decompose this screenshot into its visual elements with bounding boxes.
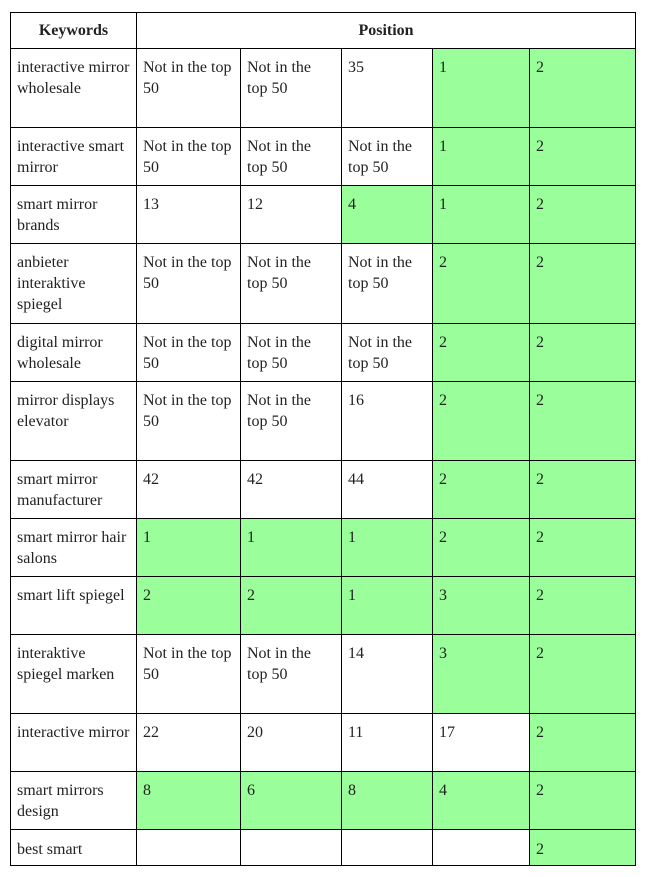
position-cell: Not in the top 50 xyxy=(240,381,342,461)
keyword-cell: smart lift spiegel xyxy=(10,576,137,635)
keyword-cell: interactive mirror xyxy=(10,713,137,772)
position-cell: Not in the top 50 xyxy=(136,48,241,128)
header-position: Position xyxy=(135,12,637,49)
position-cell: 2 xyxy=(240,576,342,635)
position-cell xyxy=(136,829,241,866)
keyword-cell: digital mirror wholesale xyxy=(10,323,137,382)
position-cell: 17 xyxy=(432,713,530,772)
position-cell: 1 xyxy=(341,576,433,635)
keyword-cell: mirror displays elevator xyxy=(10,381,137,461)
position-cell: 3 xyxy=(432,634,530,714)
position-cell xyxy=(432,829,530,866)
position-cell: 2 xyxy=(528,829,637,866)
position-cell: 8 xyxy=(136,771,241,830)
table-row: smart mirror hair salons 1 1 1 2 2 xyxy=(10,518,637,577)
position-cell: 2 xyxy=(136,576,241,635)
position-cell: Not in the top 50 xyxy=(341,323,433,382)
position-cell: 3 xyxy=(432,576,530,635)
table-row: interactive mirror 22 20 11 17 2 xyxy=(10,713,637,772)
position-cell: Not in the top 50 xyxy=(240,243,342,324)
position-cell: 2 xyxy=(528,323,637,382)
position-cell: 1 xyxy=(432,185,530,244)
position-cell: 1 xyxy=(136,518,241,577)
position-cell: 6 xyxy=(240,771,342,830)
position-cell: 1 xyxy=(341,518,433,577)
position-cell: Not in the top 50 xyxy=(240,323,342,382)
position-cell: Not in the top 50 xyxy=(341,243,433,324)
position-cell: 4 xyxy=(432,771,530,830)
position-cell: 2 xyxy=(528,381,637,461)
position-cell: Not in the top 50 xyxy=(240,48,342,128)
position-cell: 2 xyxy=(432,381,530,461)
position-cell: Not in the top 50 xyxy=(136,381,241,461)
position-cell: 44 xyxy=(341,460,433,519)
position-cell: 2 xyxy=(432,460,530,519)
position-cell: 2 xyxy=(528,127,637,186)
table-row: smart mirror brands 13 12 4 1 2 xyxy=(10,185,637,244)
keyword-cell: smart mirror hair salons xyxy=(10,518,137,577)
position-cell: 1 xyxy=(240,518,342,577)
table-row: interactive smart mirror Not in the top 5… xyxy=(10,127,637,186)
position-cell: Not in the top 50 xyxy=(136,127,241,186)
position-cell: 2 xyxy=(528,771,637,830)
table-row: mirror displays elevator Not in the top 5… xyxy=(10,381,637,461)
keyword-cell: smart mirror manufacturer xyxy=(10,460,137,519)
position-cell: 42 xyxy=(240,460,342,519)
keyword-cell: smart mirrors design xyxy=(10,771,137,830)
position-cell: 4 xyxy=(341,185,433,244)
position-cell: 35 xyxy=(341,48,433,128)
position-cell: 2 xyxy=(528,48,637,128)
position-cell: 42 xyxy=(136,460,241,519)
table-row: digital mirror wholesale Not in the top 5… xyxy=(10,323,637,382)
position-cell: 2 xyxy=(528,634,637,714)
keyword-cell: interactive mirror wholesale xyxy=(10,48,137,128)
position-cell: 2 xyxy=(528,460,637,519)
position-cell: 2 xyxy=(528,576,637,635)
position-cell: Not in the top 50 xyxy=(341,127,433,186)
table-row: smart mirrors design 8 6 8 4 2 xyxy=(10,771,637,830)
position-cell: 1 xyxy=(432,127,530,186)
position-cell xyxy=(341,829,433,866)
table-row: interaktive spiegel marken Not in the top… xyxy=(10,634,637,714)
position-cell: 20 xyxy=(240,713,342,772)
position-cell: Not in the top 50 xyxy=(136,323,241,382)
position-cell: 1 xyxy=(432,48,530,128)
position-cell: 2 xyxy=(528,713,637,772)
position-cell: Not in the top 50 xyxy=(136,634,241,714)
keyword-cell: interactive smart mirror xyxy=(10,127,137,186)
position-cell: 2 xyxy=(432,243,530,324)
keyword-cell: anbieter interaktive spiegel xyxy=(10,243,137,324)
table-row: smart lift spiegel 2 2 1 3 2 xyxy=(10,576,637,635)
position-cell: 11 xyxy=(341,713,433,772)
table-row: interactive mirror wholesale Not in the t… xyxy=(10,48,637,128)
position-cell: 16 xyxy=(341,381,433,461)
position-cell: Not in the top 50 xyxy=(240,127,342,186)
position-cell: 2 xyxy=(432,323,530,382)
keyword-cell: smart mirror brands xyxy=(10,185,137,244)
keyword-cell: best smart xyxy=(10,829,137,866)
position-cell: 8 xyxy=(341,771,433,830)
position-cell: 22 xyxy=(136,713,241,772)
position-cell: 2 xyxy=(528,518,637,577)
position-cell: 2 xyxy=(528,243,637,324)
position-cell: 2 xyxy=(432,518,530,577)
position-cell: Not in the top 50 xyxy=(240,634,342,714)
position-cell xyxy=(240,829,342,866)
position-cell: 13 xyxy=(136,185,241,244)
table-row: smart mirror manufacturer 42 42 44 2 2 xyxy=(10,460,637,519)
keyword-cell: interaktive spiegel marken xyxy=(10,634,137,714)
position-cell: 12 xyxy=(240,185,342,244)
header-keywords: Keywords xyxy=(10,12,137,49)
position-cell: Not in the top 50 xyxy=(136,243,241,324)
position-cell: 2 xyxy=(528,185,637,244)
keyword-position-table: Keywords Position interactive mirror who… xyxy=(10,12,637,866)
position-cell: 14 xyxy=(341,634,433,714)
table-row: anbieter interaktive spiegel Not in the t… xyxy=(10,243,637,324)
header-row: Keywords Position xyxy=(10,12,637,49)
table-row: best smart 2 xyxy=(10,829,637,866)
